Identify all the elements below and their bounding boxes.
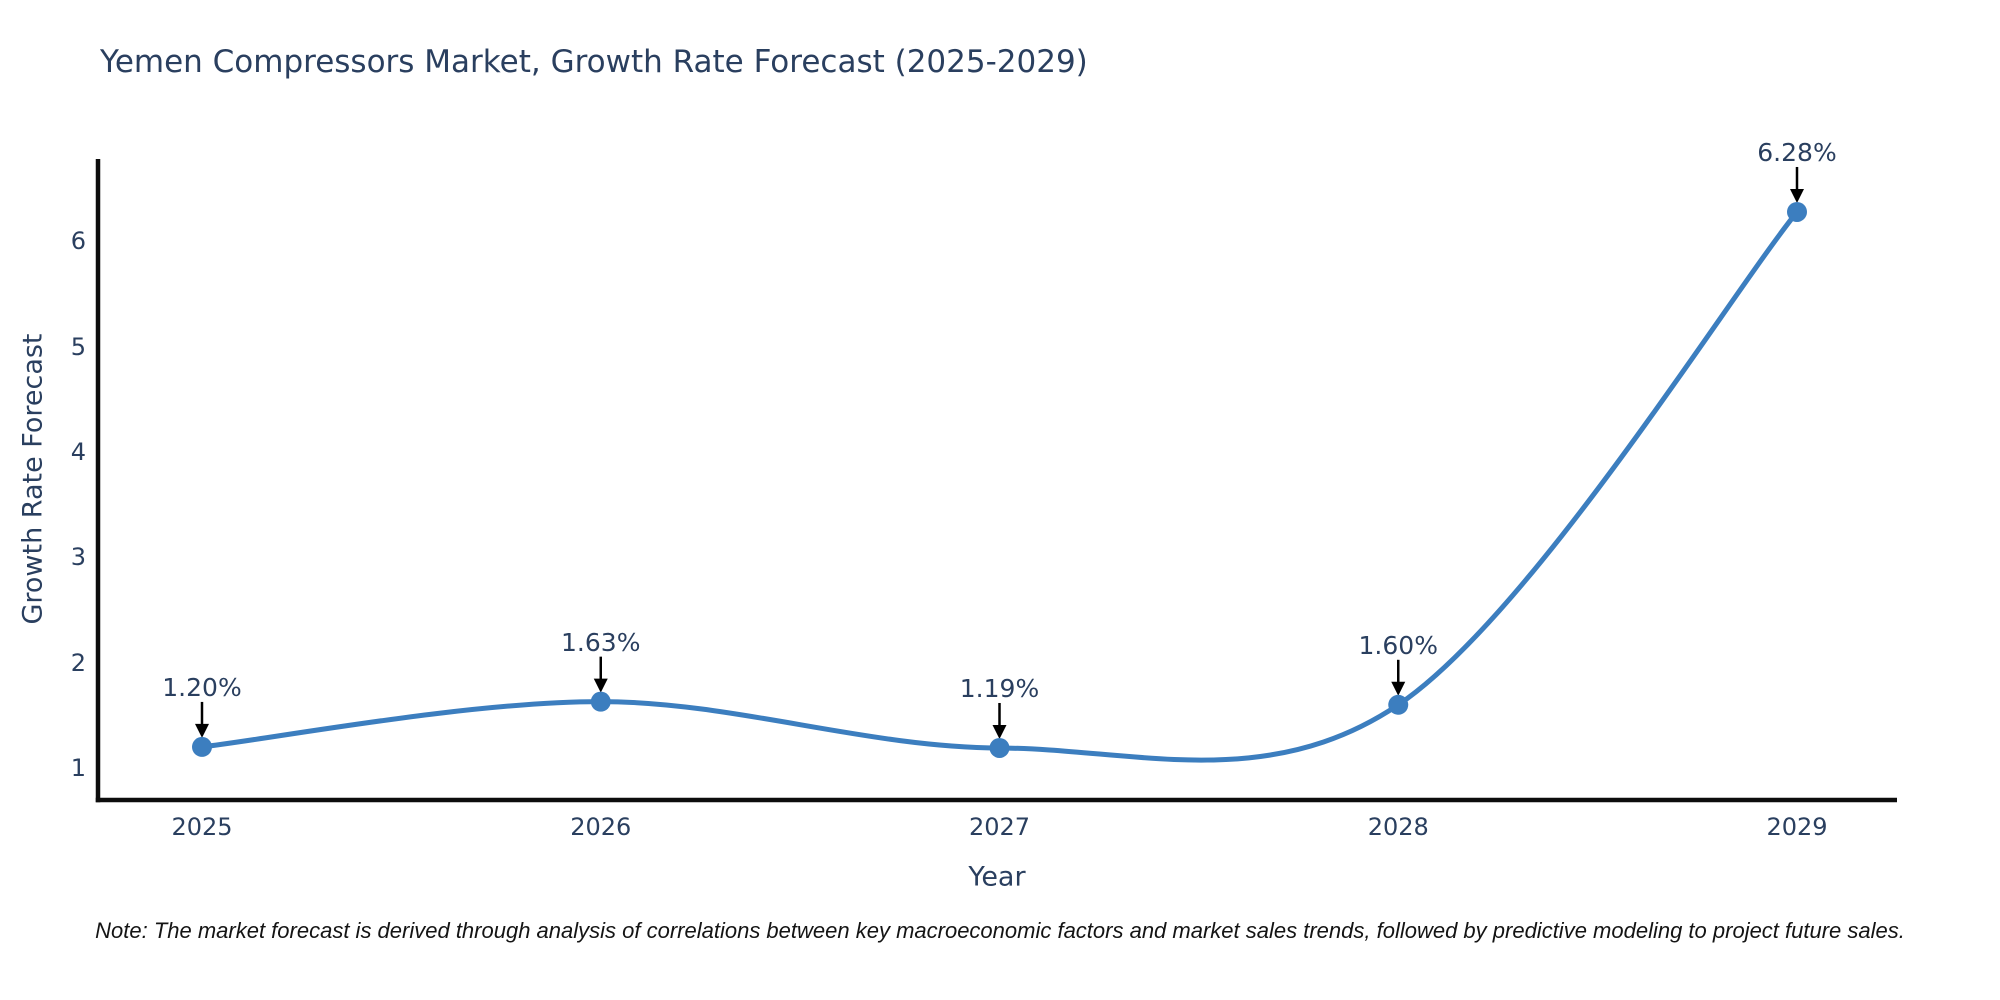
x-tick-label: 2026	[570, 813, 632, 841]
y-tick-label: 3	[70, 543, 86, 572]
x-tick-label: 2025	[171, 813, 233, 841]
y-tick-label: 6	[70, 227, 86, 256]
y-axis-title: Growth Rate Forecast	[17, 333, 49, 625]
data-point-label: 6.28%	[1757, 137, 1837, 167]
data-point-label: 1.19%	[959, 673, 1040, 703]
y-tick-label: 5	[70, 332, 86, 361]
x-tick-label: 2028	[1367, 813, 1429, 841]
data-point-marker	[1388, 694, 1409, 715]
x-axis-title: Year	[968, 861, 1026, 893]
data-point-marker	[989, 737, 1010, 758]
y-tick-label: 1	[70, 753, 86, 782]
data-point-label: 1.60%	[1358, 630, 1438, 660]
annotation-arrow-head	[593, 678, 608, 693]
y-tick-label: 2	[70, 648, 86, 677]
data-point-marker	[1787, 201, 1807, 222]
annotation-arrow-head	[195, 723, 209, 738]
data-point-label: 1.20%	[162, 672, 242, 702]
annotation-arrow-head	[992, 724, 1007, 739]
chart-title: Yemen Compressors Market, Growth Rate Fo…	[100, 44, 1088, 80]
x-tick-label: 2027	[968, 813, 1031, 841]
x-tick-label: 2029	[1766, 813, 1828, 841]
data-point-marker	[192, 736, 212, 757]
y-tick-label: 4	[70, 438, 86, 467]
annotation-arrow-head	[1391, 681, 1406, 696]
forecast-line	[199, 209, 1800, 763]
footnote: Note: The market forecast is derived thr…	[95, 918, 1905, 943]
data-point-marker	[590, 691, 611, 712]
data-point-label: 1.63%	[561, 627, 641, 657]
annotation-arrow-head	[1790, 188, 1804, 203]
